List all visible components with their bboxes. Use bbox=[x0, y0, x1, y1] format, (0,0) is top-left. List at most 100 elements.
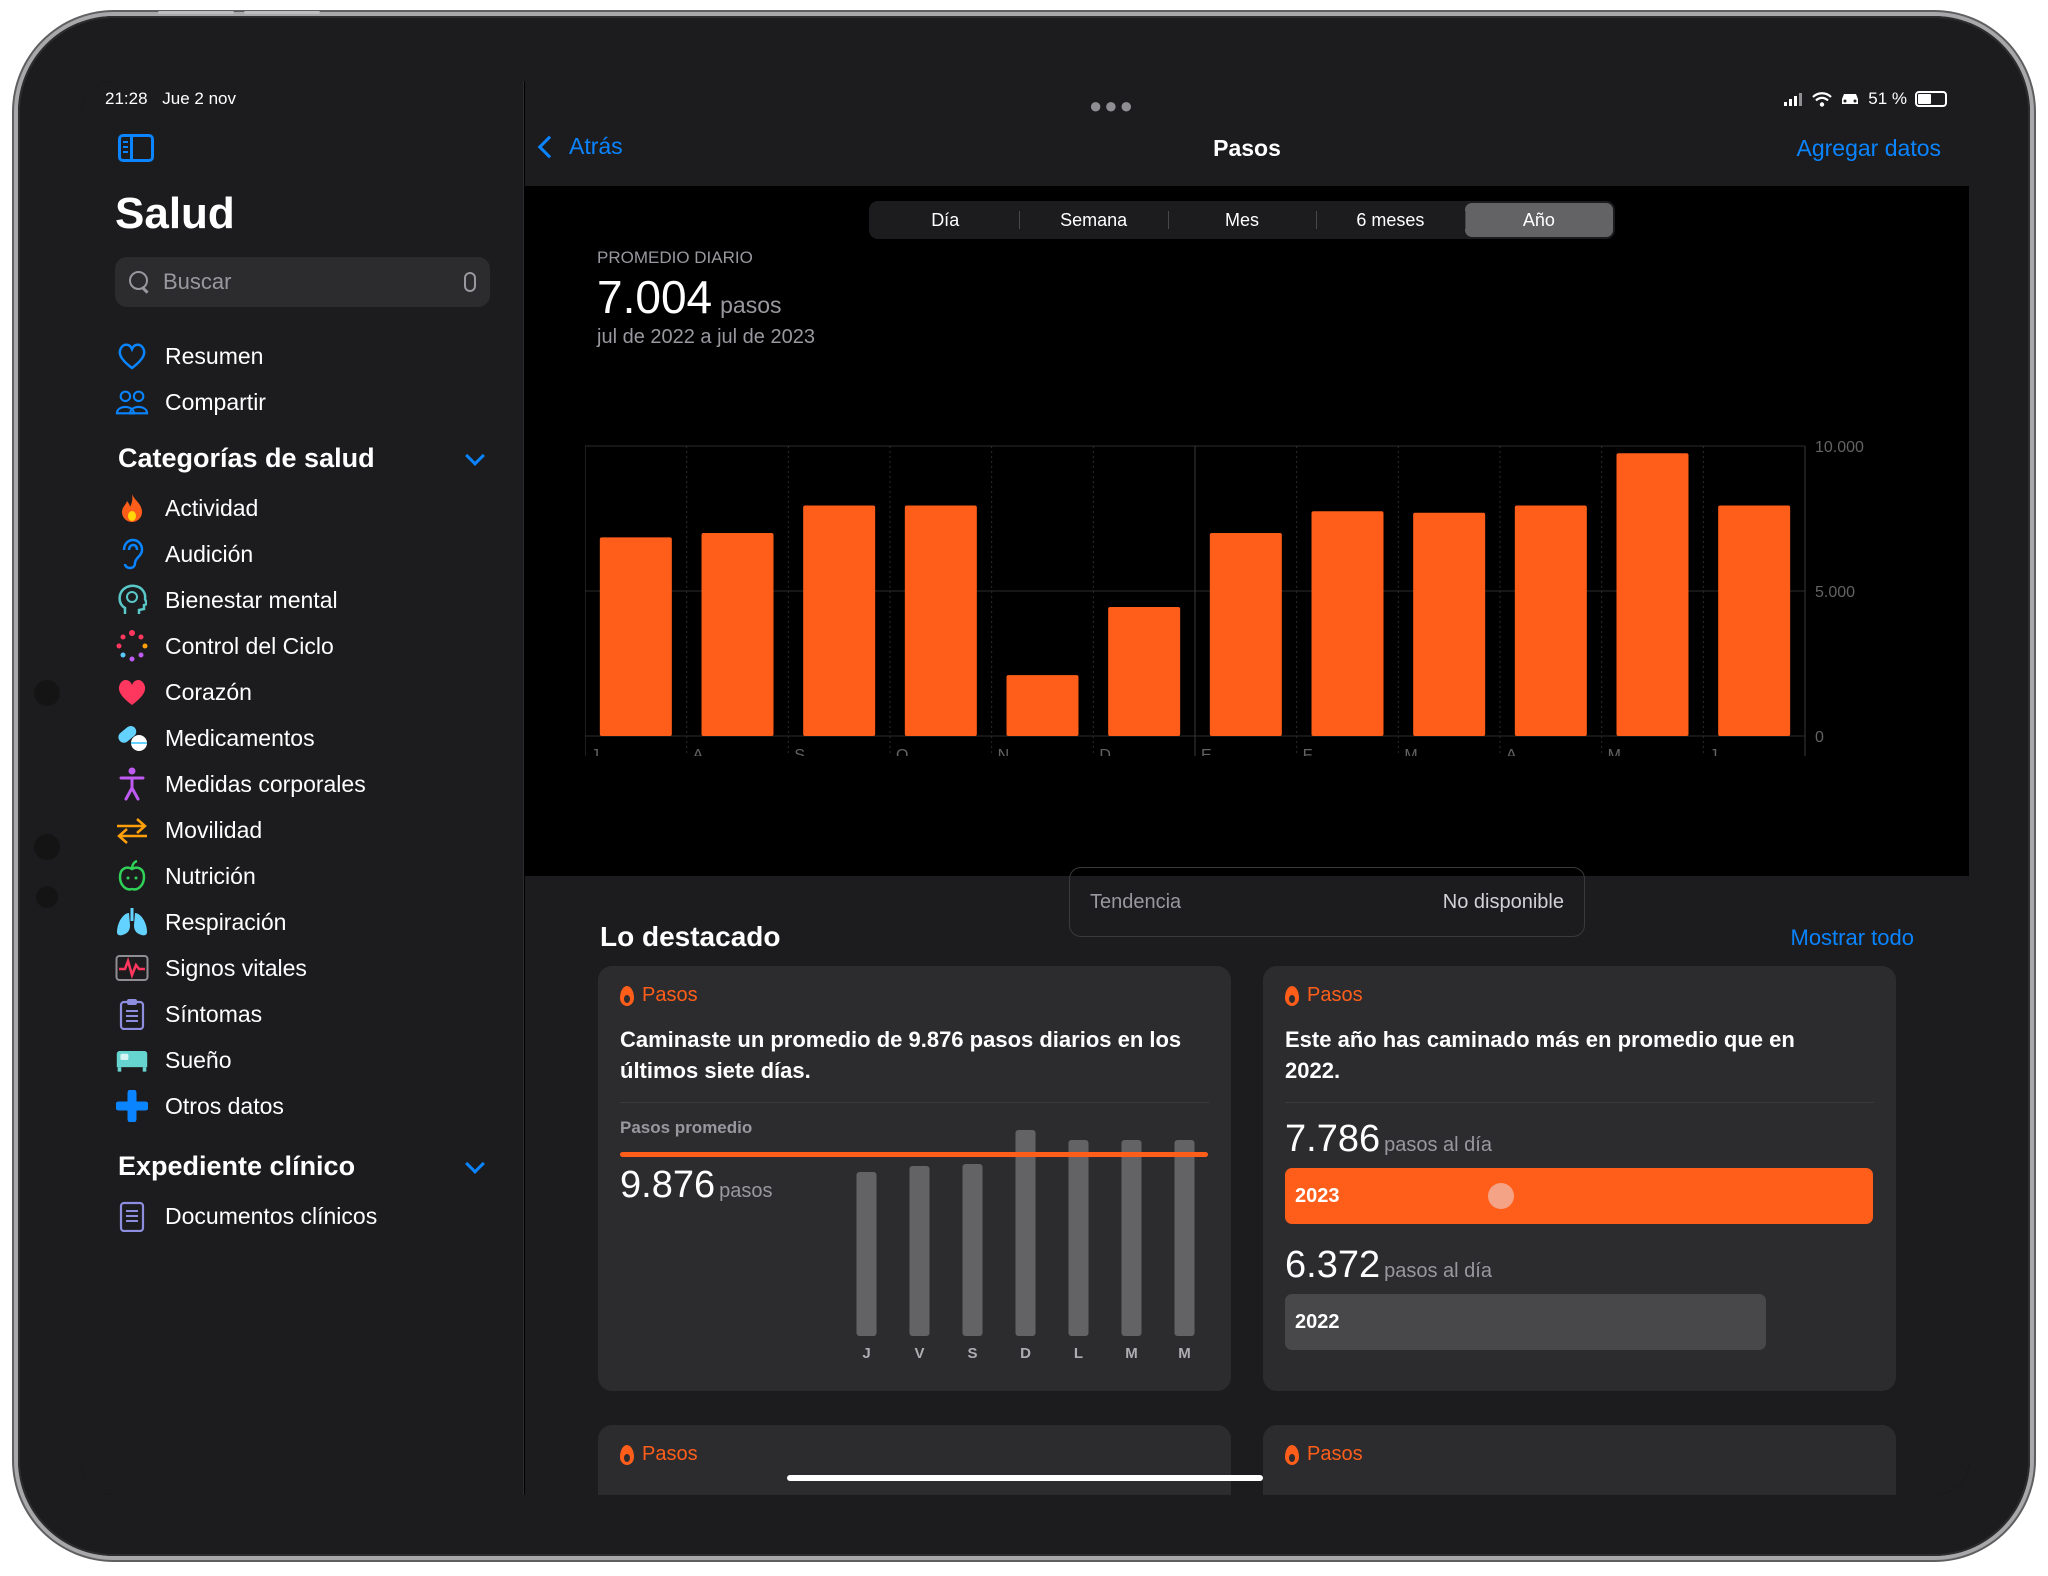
add-data-button[interactable]: Agregar datos bbox=[1796, 135, 1941, 161]
segment-dia[interactable]: Día bbox=[931, 209, 960, 230]
highlight-card-weekly-average[interactable]: Pasos Caminaste un promedio de 9.876 pas… bbox=[598, 966, 1231, 1391]
x-tick-label: E bbox=[1201, 747, 1212, 756]
segment-mes[interactable]: Mes bbox=[1167, 203, 1316, 237]
sidebar-item-movilidad[interactable]: Movilidad bbox=[115, 807, 495, 853]
heart-outline-icon bbox=[115, 339, 149, 373]
summary-range: jul de 2022 a jul de 2023 bbox=[597, 326, 815, 348]
previous-year-unit: pasos al día bbox=[1384, 1260, 1492, 1282]
sidebar-item-label: Resumen bbox=[165, 342, 264, 369]
mini-chart-bar bbox=[1068, 1140, 1089, 1336]
segment-ano[interactable]: Año bbox=[1464, 203, 1614, 237]
average-line bbox=[620, 1152, 1208, 1157]
mini-chart-bar bbox=[856, 1172, 877, 1336]
mini-chart-bar bbox=[962, 1164, 983, 1336]
sidebar-item-sueno[interactable]: Sueño bbox=[115, 1037, 495, 1083]
section-expediente[interactable]: Expediente clínico bbox=[118, 1151, 488, 1182]
flame-icon bbox=[115, 491, 149, 525]
sidebar-item-corazon[interactable]: Corazón bbox=[115, 669, 495, 715]
chart-bar[interactable] bbox=[1718, 505, 1791, 736]
home-indicator[interactable] bbox=[787, 1475, 1263, 1481]
chart-bar[interactable] bbox=[1514, 505, 1587, 736]
chart-bar[interactable] bbox=[1311, 511, 1384, 736]
camera-dot bbox=[34, 834, 60, 860]
page-title: Pasos bbox=[1213, 135, 1281, 161]
sidebar-item-signos-vitales[interactable]: Signos vitales bbox=[115, 945, 495, 991]
sidebar-item-compartir[interactable]: Compartir bbox=[115, 379, 495, 425]
sidebar-toggle-icon[interactable] bbox=[118, 134, 154, 162]
power-button bbox=[244, 11, 320, 14]
show-all-link[interactable]: Mostrar todo bbox=[1790, 925, 1915, 950]
mini-value-unit: pasos bbox=[719, 1180, 773, 1202]
y-tick-label: 5.000 bbox=[1815, 584, 1855, 601]
card-tag-label: Pasos bbox=[642, 1443, 698, 1465]
chart-bar[interactable] bbox=[1209, 533, 1282, 736]
main-content: ●●● 51 % Atrás Pasos Agregar datos Día S… bbox=[525, 81, 1969, 1495]
sidebar-item-respiracion[interactable]: Respiración bbox=[115, 899, 495, 945]
back-button[interactable]: Atrás bbox=[537, 133, 623, 160]
chart-bar[interactable] bbox=[904, 505, 977, 736]
sidebar-item-label: Medicamentos bbox=[165, 724, 315, 751]
segment-semana[interactable]: Semana bbox=[1019, 203, 1167, 237]
chart-bar[interactable] bbox=[701, 533, 774, 736]
x-tick-label: M bbox=[1404, 747, 1417, 756]
sidebar-item-medicamentos[interactable]: Medicamentos bbox=[115, 715, 495, 761]
chart-bar[interactable] bbox=[1006, 675, 1079, 736]
sidebar-item-label: Respiración bbox=[165, 908, 287, 935]
sidebar-item-actividad[interactable]: Actividad bbox=[115, 485, 495, 531]
chart-bar[interactable] bbox=[1108, 606, 1181, 736]
mini-x-tick-label: M bbox=[1125, 1345, 1138, 1362]
screen: 21:28 Jue 2 nov Salud Buscar Resumen Com… bbox=[81, 81, 1969, 1495]
sidebar-item-sintomas[interactable]: Síntomas bbox=[115, 991, 495, 1037]
chart-bar[interactable] bbox=[803, 505, 876, 736]
microphone-icon[interactable] bbox=[464, 272, 476, 292]
flame-icon bbox=[620, 985, 634, 1006]
trend-panel[interactable]: Tendencia No disponible bbox=[1069, 867, 1585, 937]
head-icon bbox=[115, 583, 149, 617]
sidebar-item-control-del-ciclo[interactable]: Control del Ciclo bbox=[115, 623, 495, 669]
sidebar-item-audicion[interactable]: Audición bbox=[115, 531, 495, 577]
steps-bar-chart[interactable]: J A S O N D E F M A M J 10.000 5.000 0 bbox=[585, 436, 1925, 756]
highlight-card-4[interactable]: Pasos bbox=[1263, 1425, 1896, 1495]
current-year-number: 7.786 bbox=[1285, 1118, 1381, 1160]
sidebar-item-label: Corazón bbox=[165, 678, 252, 705]
mini-chart-bar bbox=[1121, 1140, 1142, 1336]
car-icon bbox=[1842, 94, 1859, 104]
chevron-down-icon[interactable] bbox=[465, 1153, 485, 1174]
card-tag: Pasos bbox=[1285, 1443, 1363, 1466]
section-categorias[interactable]: Categorías de salud bbox=[118, 443, 488, 474]
x-tick-label: F bbox=[1303, 747, 1313, 756]
time-range-segmented-control: Día Semana Mes 6 meses Año bbox=[869, 201, 1615, 239]
sidebar-item-label: Audición bbox=[165, 540, 254, 567]
previous-year-bar: 2022 bbox=[1285, 1294, 1767, 1350]
sidebar-item-label: Otros datos bbox=[165, 1092, 284, 1119]
chart-bar[interactable] bbox=[1413, 512, 1486, 736]
status-date: Jue 2 nov bbox=[162, 89, 237, 108]
clipboard-icon bbox=[115, 997, 149, 1031]
sidebar-item-otros-datos[interactable]: Otros datos bbox=[115, 1083, 495, 1129]
sidebar-item-resumen[interactable]: Resumen bbox=[115, 333, 495, 379]
segment-6-meses[interactable]: 6 meses bbox=[1316, 203, 1464, 237]
chart-bar[interactable] bbox=[1616, 453, 1689, 736]
section-title: Expediente clínico bbox=[118, 1151, 356, 1181]
chevron-down-icon[interactable] bbox=[465, 445, 485, 466]
x-tick-label: S bbox=[794, 747, 805, 756]
camera-dot bbox=[36, 886, 58, 908]
sidebar-item-bienestar-mental[interactable]: Bienestar mental bbox=[115, 577, 495, 623]
sidebar-item-documentos-clinicos[interactable]: Documentos clínicos bbox=[115, 1193, 495, 1239]
sidebar-item-label: Documentos clínicos bbox=[165, 1202, 378, 1229]
chart-section: Día Semana Mes 6 meses Año PROMEDIO DIAR… bbox=[525, 186, 1969, 937]
highlight-card-3[interactable]: Pasos bbox=[598, 1425, 1231, 1495]
highlight-card-year-comparison[interactable]: Pasos Este año has caminado más en prome… bbox=[1263, 966, 1896, 1391]
search-icon bbox=[129, 271, 151, 293]
search-input[interactable]: Buscar bbox=[115, 257, 490, 307]
sidebar-item-medidas-corporales[interactable]: Medidas corporales bbox=[115, 761, 495, 807]
summary-unit: pasos bbox=[720, 292, 782, 318]
flame-icon bbox=[1285, 1444, 1299, 1465]
multitasking-dots-icon[interactable]: ●●● bbox=[1089, 93, 1135, 118]
chart-bar[interactable] bbox=[599, 537, 672, 736]
current-year-value: 7.786 pasos al día bbox=[1285, 1118, 1492, 1161]
card-tag-label: Pasos bbox=[1307, 984, 1363, 1006]
sidebar-item-nutricion[interactable]: Nutrición bbox=[115, 853, 495, 899]
summary-label: PROMEDIO DIARIO bbox=[597, 248, 753, 267]
touch-indicator bbox=[1488, 1183, 1514, 1209]
